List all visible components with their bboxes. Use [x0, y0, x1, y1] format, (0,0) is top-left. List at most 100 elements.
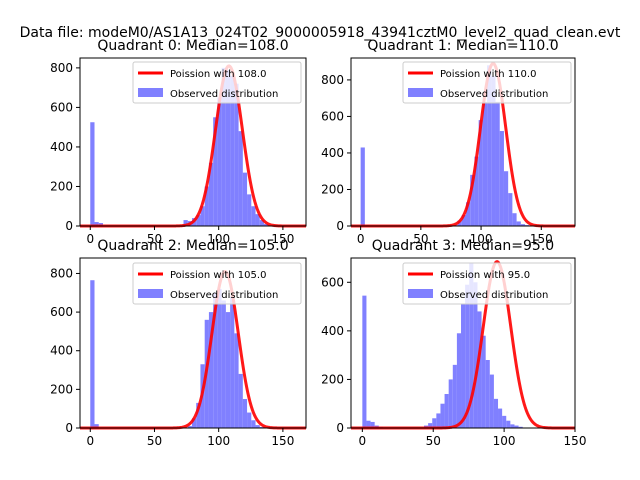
quadrant-2-y-tick-label: 600 — [50, 305, 73, 319]
quadrant-3-y-tick-label: 600 — [321, 275, 344, 289]
quadrant-3-x-tick-label: 150 — [564, 434, 587, 448]
quadrant-3-legend-bar-label: Observed distribution — [440, 290, 548, 301]
quadrant-1-legend: Poission with 110.0 Observed distributio… — [402, 61, 572, 104]
quadrant-0-axes-frame — [79, 57, 307, 227]
quadrant-2-histogram-bar — [242, 399, 248, 428]
quadrant-0-histogram-bar — [183, 220, 188, 226]
quadrant-1-y-tick-label: 0 — [336, 219, 344, 233]
quadrant-2-y-tick-label: 800 — [50, 266, 73, 280]
quadrant-1-histogram-bar — [478, 120, 483, 226]
quadrant-0-histogram-bar — [264, 224, 269, 226]
quadrant-3-legend: Poission with 95.0 Observed distribution — [402, 262, 572, 305]
quadrant-0-histogram-bar — [247, 194, 252, 226]
quadrant-0-y-tick-label: 200 — [50, 179, 73, 193]
quadrant-0-histogram-bar — [255, 214, 260, 226]
quadrant-0-histogram-bar — [251, 206, 256, 226]
quadrant-1-y-tick-label: 200 — [321, 182, 344, 196]
quadrant-0-y-tick-label: 600 — [50, 100, 73, 114]
quadrant-0-legend: Poission with 108.0 Observed distributio… — [132, 61, 302, 104]
quadrant-3-histogram-bar — [481, 335, 486, 428]
quadrant-0-histogram-bar — [242, 172, 248, 226]
quadrant-2-histogram-bar — [213, 292, 218, 428]
quadrant-1-histogram-bar — [508, 193, 513, 226]
quadrant-2-legend-line-label: Poission with 105.0 — [170, 270, 266, 281]
quadrant-2-histogram-bar — [255, 425, 260, 428]
quadrant-1-histogram-bar — [499, 131, 504, 226]
quadrant-2-histogram-bar — [230, 296, 235, 428]
quadrant-3-histogram-bar — [452, 364, 457, 428]
quadrant-2-histogram-bar — [191, 418, 197, 428]
quadrant-2-x-tick-label: 50 — [147, 434, 162, 448]
quadrant-2-y-tick-label: 0 — [65, 421, 73, 435]
quadrant-3-histogram-bar — [506, 420, 511, 428]
quadrant-2-y-tick-label: 200 — [50, 382, 73, 396]
quadrant-1-axes: 0 50 100 150 0 200 400 600 800 — [321, 57, 576, 246]
quadrant-1-histogram-bar — [457, 220, 462, 226]
quadrant-3-histogram-bar — [362, 295, 367, 428]
quadrant-2-histogram-bar — [221, 300, 226, 428]
quadrant-0-x-tick-label: 50 — [147, 232, 162, 246]
quadrant-1-histogram-bar — [461, 215, 467, 226]
quadrant-3-histogram-bar — [436, 413, 441, 428]
quadrant-2-legend-bar-swatch — [138, 289, 163, 298]
quadrant-0-histogram-bar — [213, 117, 218, 226]
quadrant-3-x-tick-label: 100 — [493, 434, 516, 448]
quadrant-3-histogram-bar — [444, 394, 449, 428]
quadrant-2-histogram-bar — [94, 424, 99, 428]
quadrant-2-histogram-bar — [238, 373, 243, 428]
quadrant-2-x-tick-label: 0 — [86, 434, 94, 448]
quadrant-1-y-tick-label: 600 — [321, 109, 344, 123]
quadrant-2-axes: 0 50 100 150 0 200 400 600 800 — [50, 257, 307, 448]
quadrant-0-histogram-bar — [221, 67, 226, 226]
quadrant-3-histogram-bar — [514, 425, 519, 428]
quadrant-0-histogram-bar — [94, 222, 99, 226]
quadrant-3-histogram-bar — [473, 282, 478, 428]
quadrant-1-legend-bar-swatch — [408, 88, 433, 97]
quadrant-3-legend-line-label: Poission with 95.0 — [440, 270, 530, 281]
quadrant-3-histogram-bar — [489, 374, 494, 428]
quadrant-2-histogram-bar — [217, 288, 222, 428]
quadrant-1-histogram-bar — [503, 171, 509, 226]
quadrant-1-histogram-bar — [482, 101, 488, 226]
quadrant-1-y-tick-label: 400 — [321, 146, 344, 160]
quadrant-0-histogram-bar — [204, 186, 209, 226]
quadrant-2-histogram-bar — [196, 402, 201, 428]
quadrant-0-histogram-bar — [259, 220, 265, 226]
quadrant-3-axes: 0 50 100 150 0 200 400 600 — [321, 257, 587, 448]
quadrant-0-x-tick-label: 0 — [86, 232, 94, 246]
quadrant-0-histogram-bar — [225, 69, 231, 226]
quadrant-1-histogram-bar — [466, 202, 471, 226]
quadrant-3-histogram-bar — [518, 426, 523, 428]
quadrant-2-panel: Quadrant 2: Median=105.0 0 50 100 150 0 200 40… — [50, 238, 307, 448]
quadrant-2-histogram-bar — [225, 312, 231, 428]
quadrant-0-histogram-bar — [200, 206, 205, 226]
quadrant-2-histogram-bar — [208, 312, 214, 428]
quadrant-1-histogram-bar — [360, 147, 365, 226]
quadrant-3-histogram-bar — [366, 420, 371, 428]
quadrant-1-histogram-bar — [495, 101, 500, 226]
quadrant-3-x-tick-label: 0 — [359, 434, 367, 448]
quadrant-0-histogram-bar — [208, 162, 214, 226]
quadrant-0-panel: Quadrant 0: Median=108.0 0 50 100 150 0 200 40… — [50, 38, 307, 246]
quadrant-0-legend-box — [132, 61, 302, 104]
quadrant-3-histogram-bar — [510, 424, 515, 428]
quadrant-2-title: Quadrant 2: Median=105.0 — [97, 238, 288, 254]
quadrant-0-x-tick-label: 100 — [207, 232, 230, 246]
quadrant-1-histogram-bar — [474, 156, 479, 226]
quadrant-3-histogram-bar — [465, 284, 470, 428]
quadrant-3-histogram-bar — [469, 262, 474, 428]
quadrant-1-axes-frame — [350, 57, 576, 227]
quadrant-0-histogram-bar — [230, 75, 235, 226]
quadrant-0-x-tick-label: 150 — [271, 232, 294, 246]
quadrant-0-legend-line-label: Poission with 108.0 — [170, 69, 266, 80]
quadrant-3-histogram-bar — [432, 418, 437, 428]
quadrant-3-histogram-bar — [498, 408, 503, 428]
quadrant-0-y-tick-label: 800 — [50, 61, 73, 75]
quadrant-1-x-tick-label: 100 — [470, 232, 493, 246]
quadrant-3-legend-bar-swatch — [408, 289, 433, 298]
quadrant-1-y-tick-label: 800 — [321, 73, 344, 87]
quadrant-0-histogram-bar — [217, 97, 222, 226]
quadrant-1-histogram-bar — [491, 76, 496, 226]
quadrant-1-x-tick-label: 0 — [357, 232, 365, 246]
